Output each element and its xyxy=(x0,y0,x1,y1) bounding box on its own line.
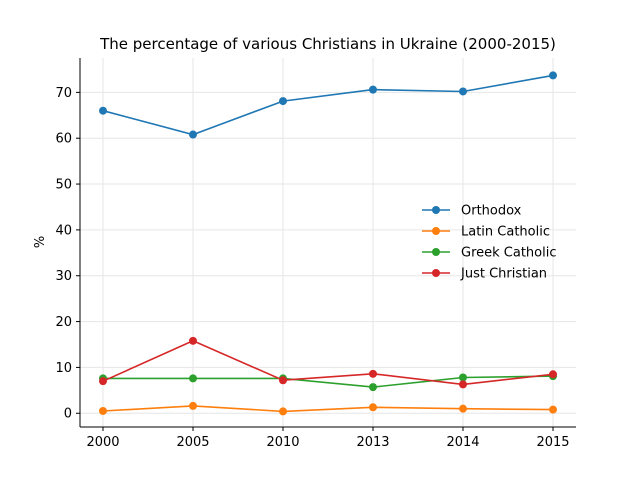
x-tick-label: 2015 xyxy=(536,435,569,450)
y-tick-label: 50 xyxy=(55,178,72,193)
y-tick-label: 30 xyxy=(55,269,72,284)
series-line-greek-catholic xyxy=(103,375,554,388)
series xyxy=(99,71,557,416)
data-point-just-christian xyxy=(189,336,197,345)
data-point-latin-catholic xyxy=(369,403,377,412)
data-point-orthodox xyxy=(549,71,557,80)
series-latin-catholic xyxy=(99,401,557,416)
series-just-christian xyxy=(99,336,557,389)
y-tick-label: 10 xyxy=(55,361,72,376)
y-tick-label: 40 xyxy=(55,223,72,238)
legend-item-orthodox: Orthodox xyxy=(422,204,522,219)
legend-label: Latin Catholic xyxy=(461,225,550,240)
legend-label: Greek Catholic xyxy=(461,246,557,261)
y-tick-label: 70 xyxy=(55,86,72,101)
legend-item-just-christian: Just Christian xyxy=(422,267,547,282)
data-point-greek-catholic xyxy=(459,373,467,382)
legend: Orthodox Latin Catholic Greek Catholic Just… xyxy=(422,204,557,282)
legend-item-latin-catholic: Latin Catholic xyxy=(422,225,550,240)
series-line-just-christian xyxy=(102,339,554,386)
x-tick-label: 2014 xyxy=(446,435,479,450)
legend-swatch-marker xyxy=(432,227,440,235)
data-point-latin-catholic xyxy=(549,405,557,414)
legend-label: Just Christian xyxy=(460,267,547,282)
x-tick-label: 2000 xyxy=(86,435,119,450)
y-tick-label: 0 xyxy=(64,407,72,422)
data-point-just-christian xyxy=(549,370,557,379)
y-axis-label: % xyxy=(33,236,48,248)
x-tick-label: 2005 xyxy=(176,435,209,450)
x-tick-label: 2013 xyxy=(356,435,389,450)
legend-item-greek-catholic: Greek Catholic xyxy=(422,246,557,261)
y-tick-label: 60 xyxy=(55,132,72,147)
series-orthodox xyxy=(99,71,557,139)
axes: 2000 2005 2010 2013 2014 2015 0 10 20 30 40 50 60 70 xyxy=(55,58,576,450)
data-point-orthodox xyxy=(189,130,197,139)
data-point-orthodox xyxy=(279,97,287,106)
chart-title: The percentage of various Christians in … xyxy=(99,35,556,53)
data-point-just-christian xyxy=(99,377,107,386)
data-point-greek-catholic xyxy=(189,374,197,383)
data-point-orthodox xyxy=(99,106,107,115)
data-point-latin-catholic xyxy=(189,401,197,410)
x-tick-label: 2010 xyxy=(266,435,299,450)
data-point-latin-catholic xyxy=(459,404,467,413)
legend-label: Orthodox xyxy=(461,204,522,219)
legend-swatch-marker xyxy=(432,269,440,277)
data-point-latin-catholic xyxy=(99,406,107,415)
series-line-orthodox xyxy=(102,74,554,136)
data-point-just-christian xyxy=(459,380,467,389)
series-line-latin-catholic xyxy=(102,405,554,413)
data-point-orthodox xyxy=(369,85,377,94)
data-point-latin-catholic xyxy=(279,407,287,416)
data-point-orthodox xyxy=(459,87,467,96)
legend-swatch-marker xyxy=(432,248,440,256)
data-point-just-christian xyxy=(369,369,377,378)
gridlines xyxy=(80,58,576,427)
data-point-just-christian xyxy=(279,376,287,385)
y-tick-label: 20 xyxy=(55,315,72,330)
data-point-greek-catholic xyxy=(369,383,377,392)
legend-swatch-marker xyxy=(432,206,440,214)
